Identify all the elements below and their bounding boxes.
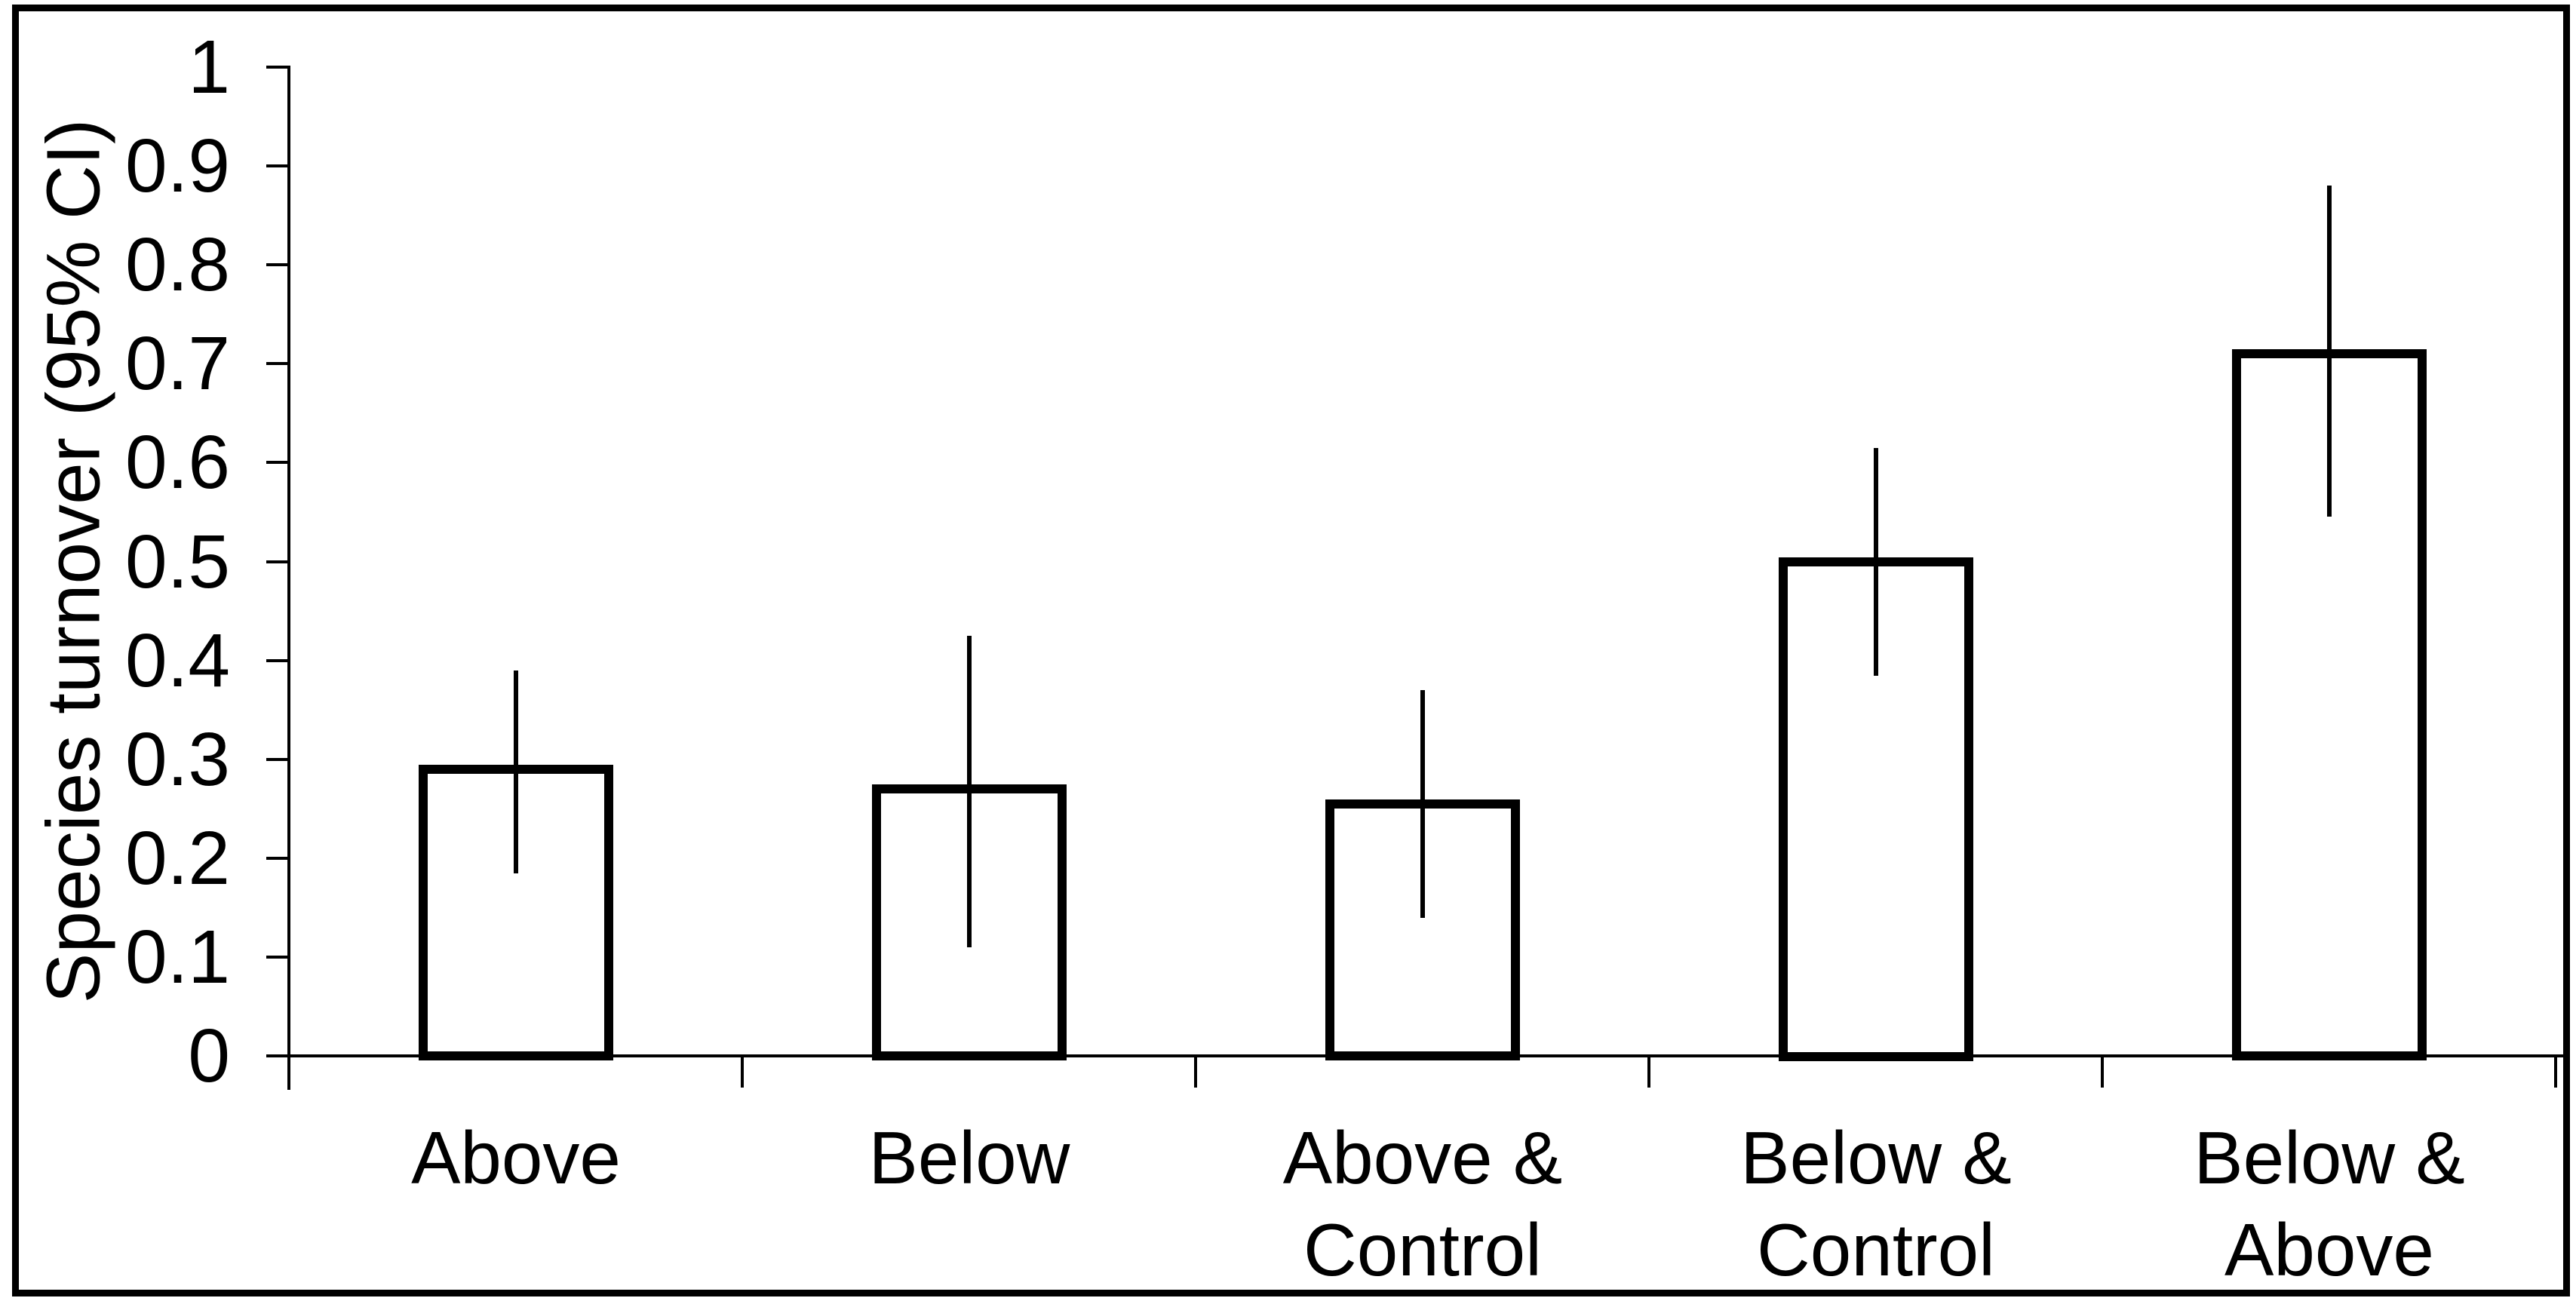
figure-border <box>12 5 2570 1296</box>
x-tick <box>1647 1056 1650 1088</box>
x-category-label-line: Above <box>411 1116 621 1199</box>
x-tick <box>2554 1056 2557 1088</box>
y-tick-label: 0.6 <box>124 420 230 505</box>
y-tick-label: 0.9 <box>124 124 230 208</box>
x-category-label-line: Above <box>2224 1208 2434 1291</box>
y-tick-label: 0 <box>188 1014 230 1098</box>
y-tick-label: 0.2 <box>124 816 230 901</box>
x-category-label-line: Control <box>1303 1208 1542 1291</box>
x-category-label: Below & Control <box>1740 1112 2012 1296</box>
y-tick <box>266 164 289 167</box>
y-tick <box>266 263 289 266</box>
x-category-label-line: Control <box>1757 1208 1995 1291</box>
y-axis-line <box>287 66 290 1090</box>
y-tick <box>266 758 289 761</box>
y-tick-label: 0.1 <box>124 915 230 999</box>
y-tick <box>266 362 289 365</box>
y-tick <box>266 461 289 464</box>
y-tick-label: 0.4 <box>124 618 230 703</box>
x-tick <box>2101 1056 2104 1088</box>
x-tick <box>1194 1056 1197 1088</box>
y-tick-label: 0.8 <box>124 222 230 307</box>
error-bar <box>2327 186 2332 517</box>
y-tick <box>266 66 289 69</box>
y-tick <box>266 956 289 959</box>
error-bar <box>967 636 972 947</box>
x-category-label-line: Above & <box>1282 1116 1563 1199</box>
y-tick-label: 0.3 <box>124 717 230 802</box>
error-bar <box>514 670 518 873</box>
x-category-label: Below <box>869 1112 1070 1204</box>
x-category-label-line: Below <box>868 1116 1070 1199</box>
y-tick <box>266 659 289 662</box>
x-category-label-line: Below & <box>1740 1116 2012 1199</box>
y-tick <box>266 560 289 563</box>
error-bar <box>1420 690 1425 918</box>
y-tick <box>266 1054 289 1057</box>
y-tick-label: 0.7 <box>124 321 230 406</box>
x-category-label: Above & Control <box>1283 1112 1562 1296</box>
x-category-label-line: Below & <box>2194 1116 2465 1199</box>
y-tick <box>266 857 289 860</box>
x-tick <box>741 1056 744 1088</box>
x-category-label: Above <box>411 1112 621 1204</box>
x-category-label: Below & Above <box>2194 1112 2465 1296</box>
y-tick-label: 0.5 <box>124 520 230 604</box>
error-bar <box>1874 448 1878 676</box>
y-tick-label: 1 <box>188 25 230 109</box>
